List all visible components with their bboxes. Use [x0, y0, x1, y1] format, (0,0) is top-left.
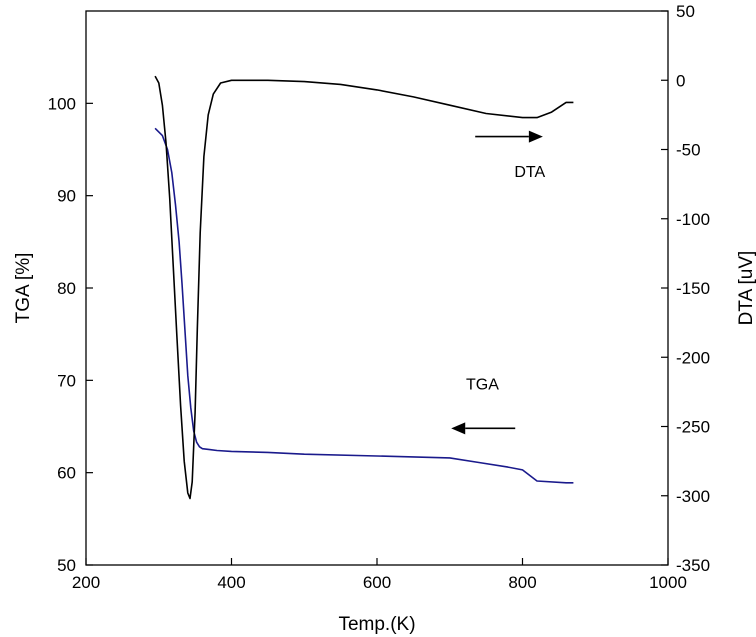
arrow-head-icon: [451, 422, 466, 435]
y2-tick-label: -100: [676, 210, 710, 229]
y2-tick-label: -50: [676, 141, 701, 160]
x-tick-label: 1000: [649, 573, 687, 592]
series-line-dta: [154, 75, 574, 500]
x-axis-title: Temp.(K): [338, 614, 415, 635]
annotation-label-tga: TGA: [466, 377, 499, 394]
x-tick-label: 600: [363, 573, 391, 592]
y-tick-label: 80: [57, 279, 76, 298]
y2-tick-label: 0: [676, 71, 685, 90]
y2-axis-title: DTA [uV]: [736, 251, 756, 326]
annotation-label-dta: DTA: [514, 164, 545, 181]
y-tick-label: 100: [48, 94, 76, 113]
y2-tick-label: -200: [676, 348, 710, 367]
y2-tick-label: -300: [676, 487, 710, 506]
x-tick-label: 800: [508, 573, 536, 592]
y-tick-label: 90: [57, 187, 76, 206]
annotations-layer: DTA TGA: [451, 130, 546, 435]
x-tick-label: 400: [217, 573, 245, 592]
series-layer: [154, 75, 574, 500]
y2-tick-label: -150: [676, 279, 710, 298]
y2-tick-label: 50: [676, 2, 695, 21]
y-tick-label: 50: [57, 556, 76, 575]
plot-frame: [85, 10, 669, 566]
y2-tick-label: -250: [676, 418, 710, 437]
x-tick-label: 200: [72, 573, 100, 592]
y-axis-title: TGA [%]: [13, 253, 34, 324]
arrow-head-icon: [528, 130, 543, 143]
y-tick-label: 60: [57, 464, 76, 483]
ticks-layer: 200 400 600 800 1000 50 60 70 80 90 100 50 0 -50 -100 -…: [48, 2, 710, 592]
y-tick-label: 70: [57, 371, 76, 390]
y2-tick-label: -350: [676, 556, 710, 575]
series-line-tga: [154, 127, 574, 484]
